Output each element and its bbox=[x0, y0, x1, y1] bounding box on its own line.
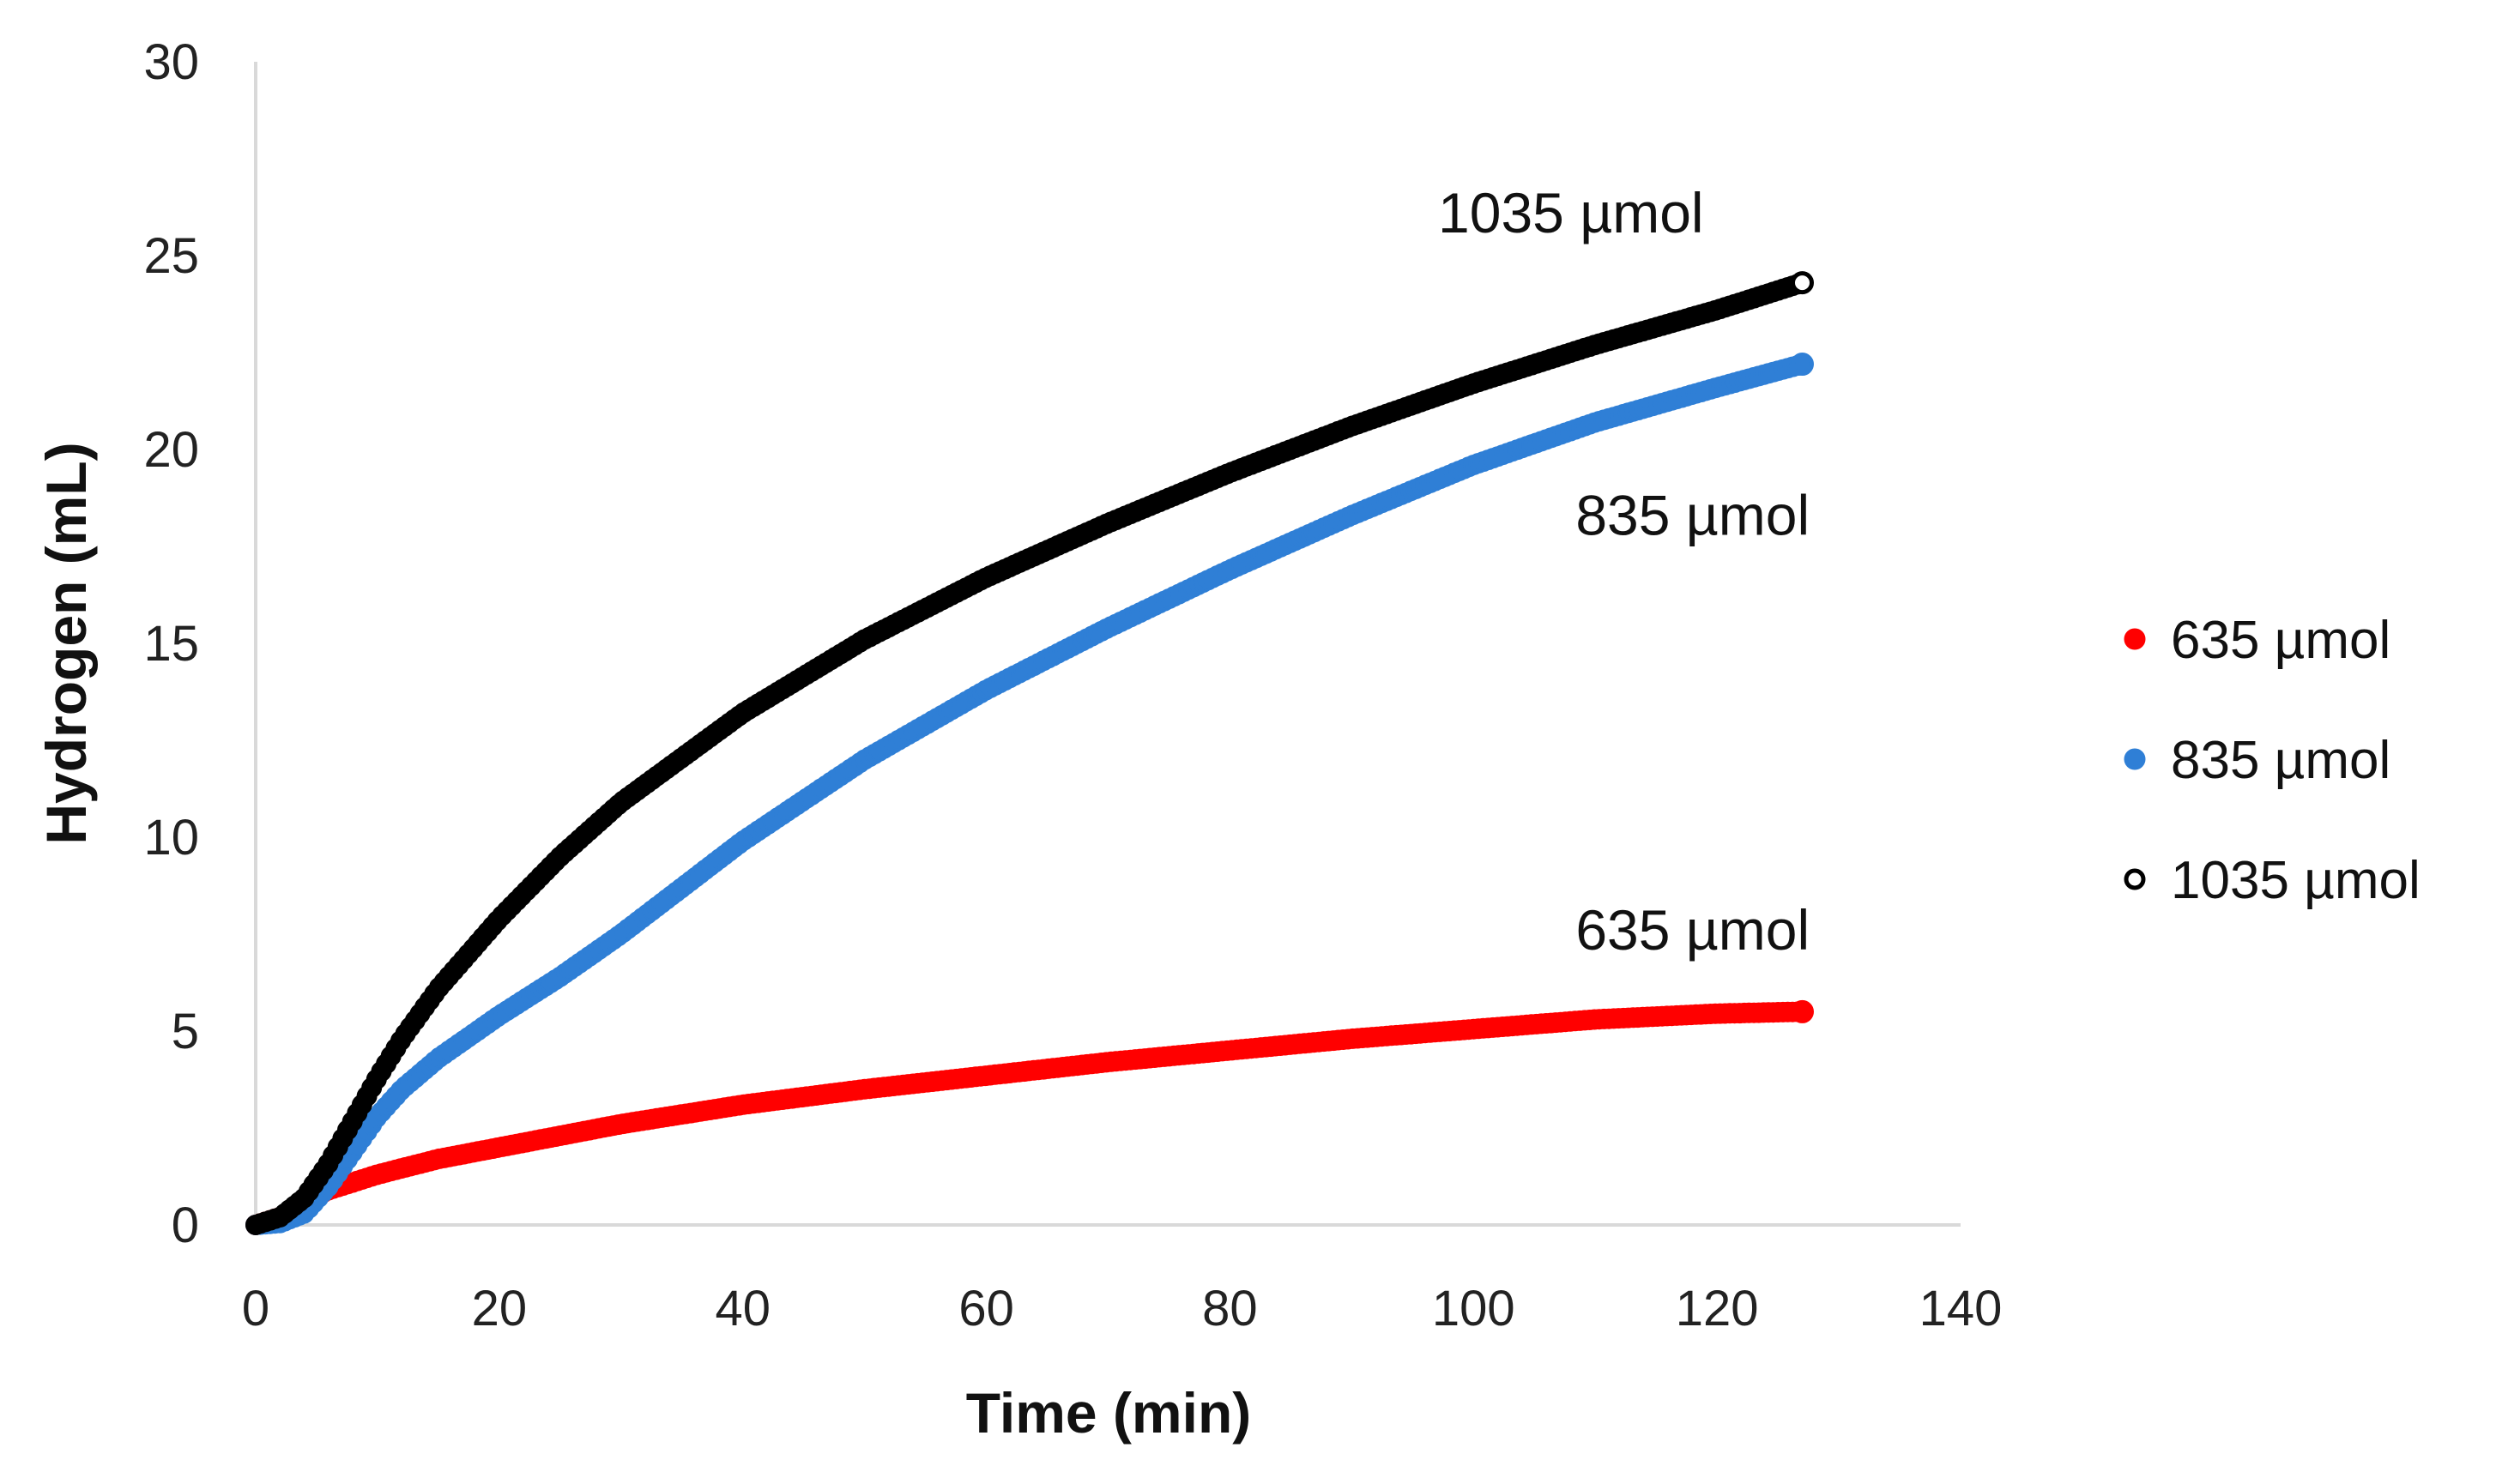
x-tick-label: 0 bbox=[242, 1281, 269, 1336]
legend-label: 835 µmol bbox=[2171, 731, 2390, 790]
y-tick-label: 15 bbox=[143, 616, 199, 672]
x-tick-label: 20 bbox=[472, 1281, 528, 1336]
series-835-mol bbox=[245, 353, 1814, 1235]
y-tick-label: 5 bbox=[172, 1004, 199, 1059]
series-1035-mol bbox=[245, 271, 1814, 1235]
x-tick-label: 80 bbox=[1202, 1281, 1258, 1336]
series-layer bbox=[245, 271, 1814, 1235]
x-tick-label: 100 bbox=[1432, 1281, 1515, 1336]
x-axis-title: Time (min) bbox=[966, 1381, 1251, 1445]
y-tick-label: 20 bbox=[143, 422, 199, 478]
x-tick-label: 60 bbox=[958, 1281, 1014, 1336]
annotations: 1035 µmol 835 µmol 635 µmol bbox=[1438, 181, 1810, 962]
legend-marker bbox=[2124, 868, 2146, 890]
x-tick-label: 140 bbox=[1919, 1281, 2003, 1336]
y-tick-label: 30 bbox=[143, 34, 199, 90]
legend: 635 µmol 835 µmol 1035 µmol bbox=[2124, 611, 2420, 910]
series-annotation: 1035 µmol bbox=[1438, 181, 1704, 244]
x-tick-label: 120 bbox=[1676, 1281, 1759, 1336]
series-635-mol bbox=[245, 999, 1814, 1235]
legend-label: 1035 µmol bbox=[2171, 851, 2420, 910]
y-tick-label: 10 bbox=[143, 810, 199, 866]
axes bbox=[254, 62, 1961, 1227]
x-tick-labels: 0 20 40 60 80 100 120 140 bbox=[242, 1281, 2003, 1336]
series-annotation: 635 µmol bbox=[1575, 898, 1810, 962]
data-point-end bbox=[1790, 999, 1814, 1023]
series-annotation: 835 µmol bbox=[1575, 483, 1810, 546]
legend-marker bbox=[2124, 628, 2146, 650]
data-point-end bbox=[1790, 271, 1814, 295]
y-tick-label: 0 bbox=[172, 1197, 199, 1253]
y-tick-labels: 0 5 10 15 20 25 30 bbox=[143, 34, 199, 1253]
data-point-end bbox=[1790, 353, 1814, 377]
y-axis-title: Hydrogen (mL) bbox=[34, 442, 98, 844]
y-tick-label: 25 bbox=[143, 228, 199, 284]
legend-marker bbox=[2124, 748, 2146, 770]
x-tick-label: 40 bbox=[715, 1281, 771, 1336]
legend-label: 635 µmol bbox=[2171, 611, 2390, 670]
